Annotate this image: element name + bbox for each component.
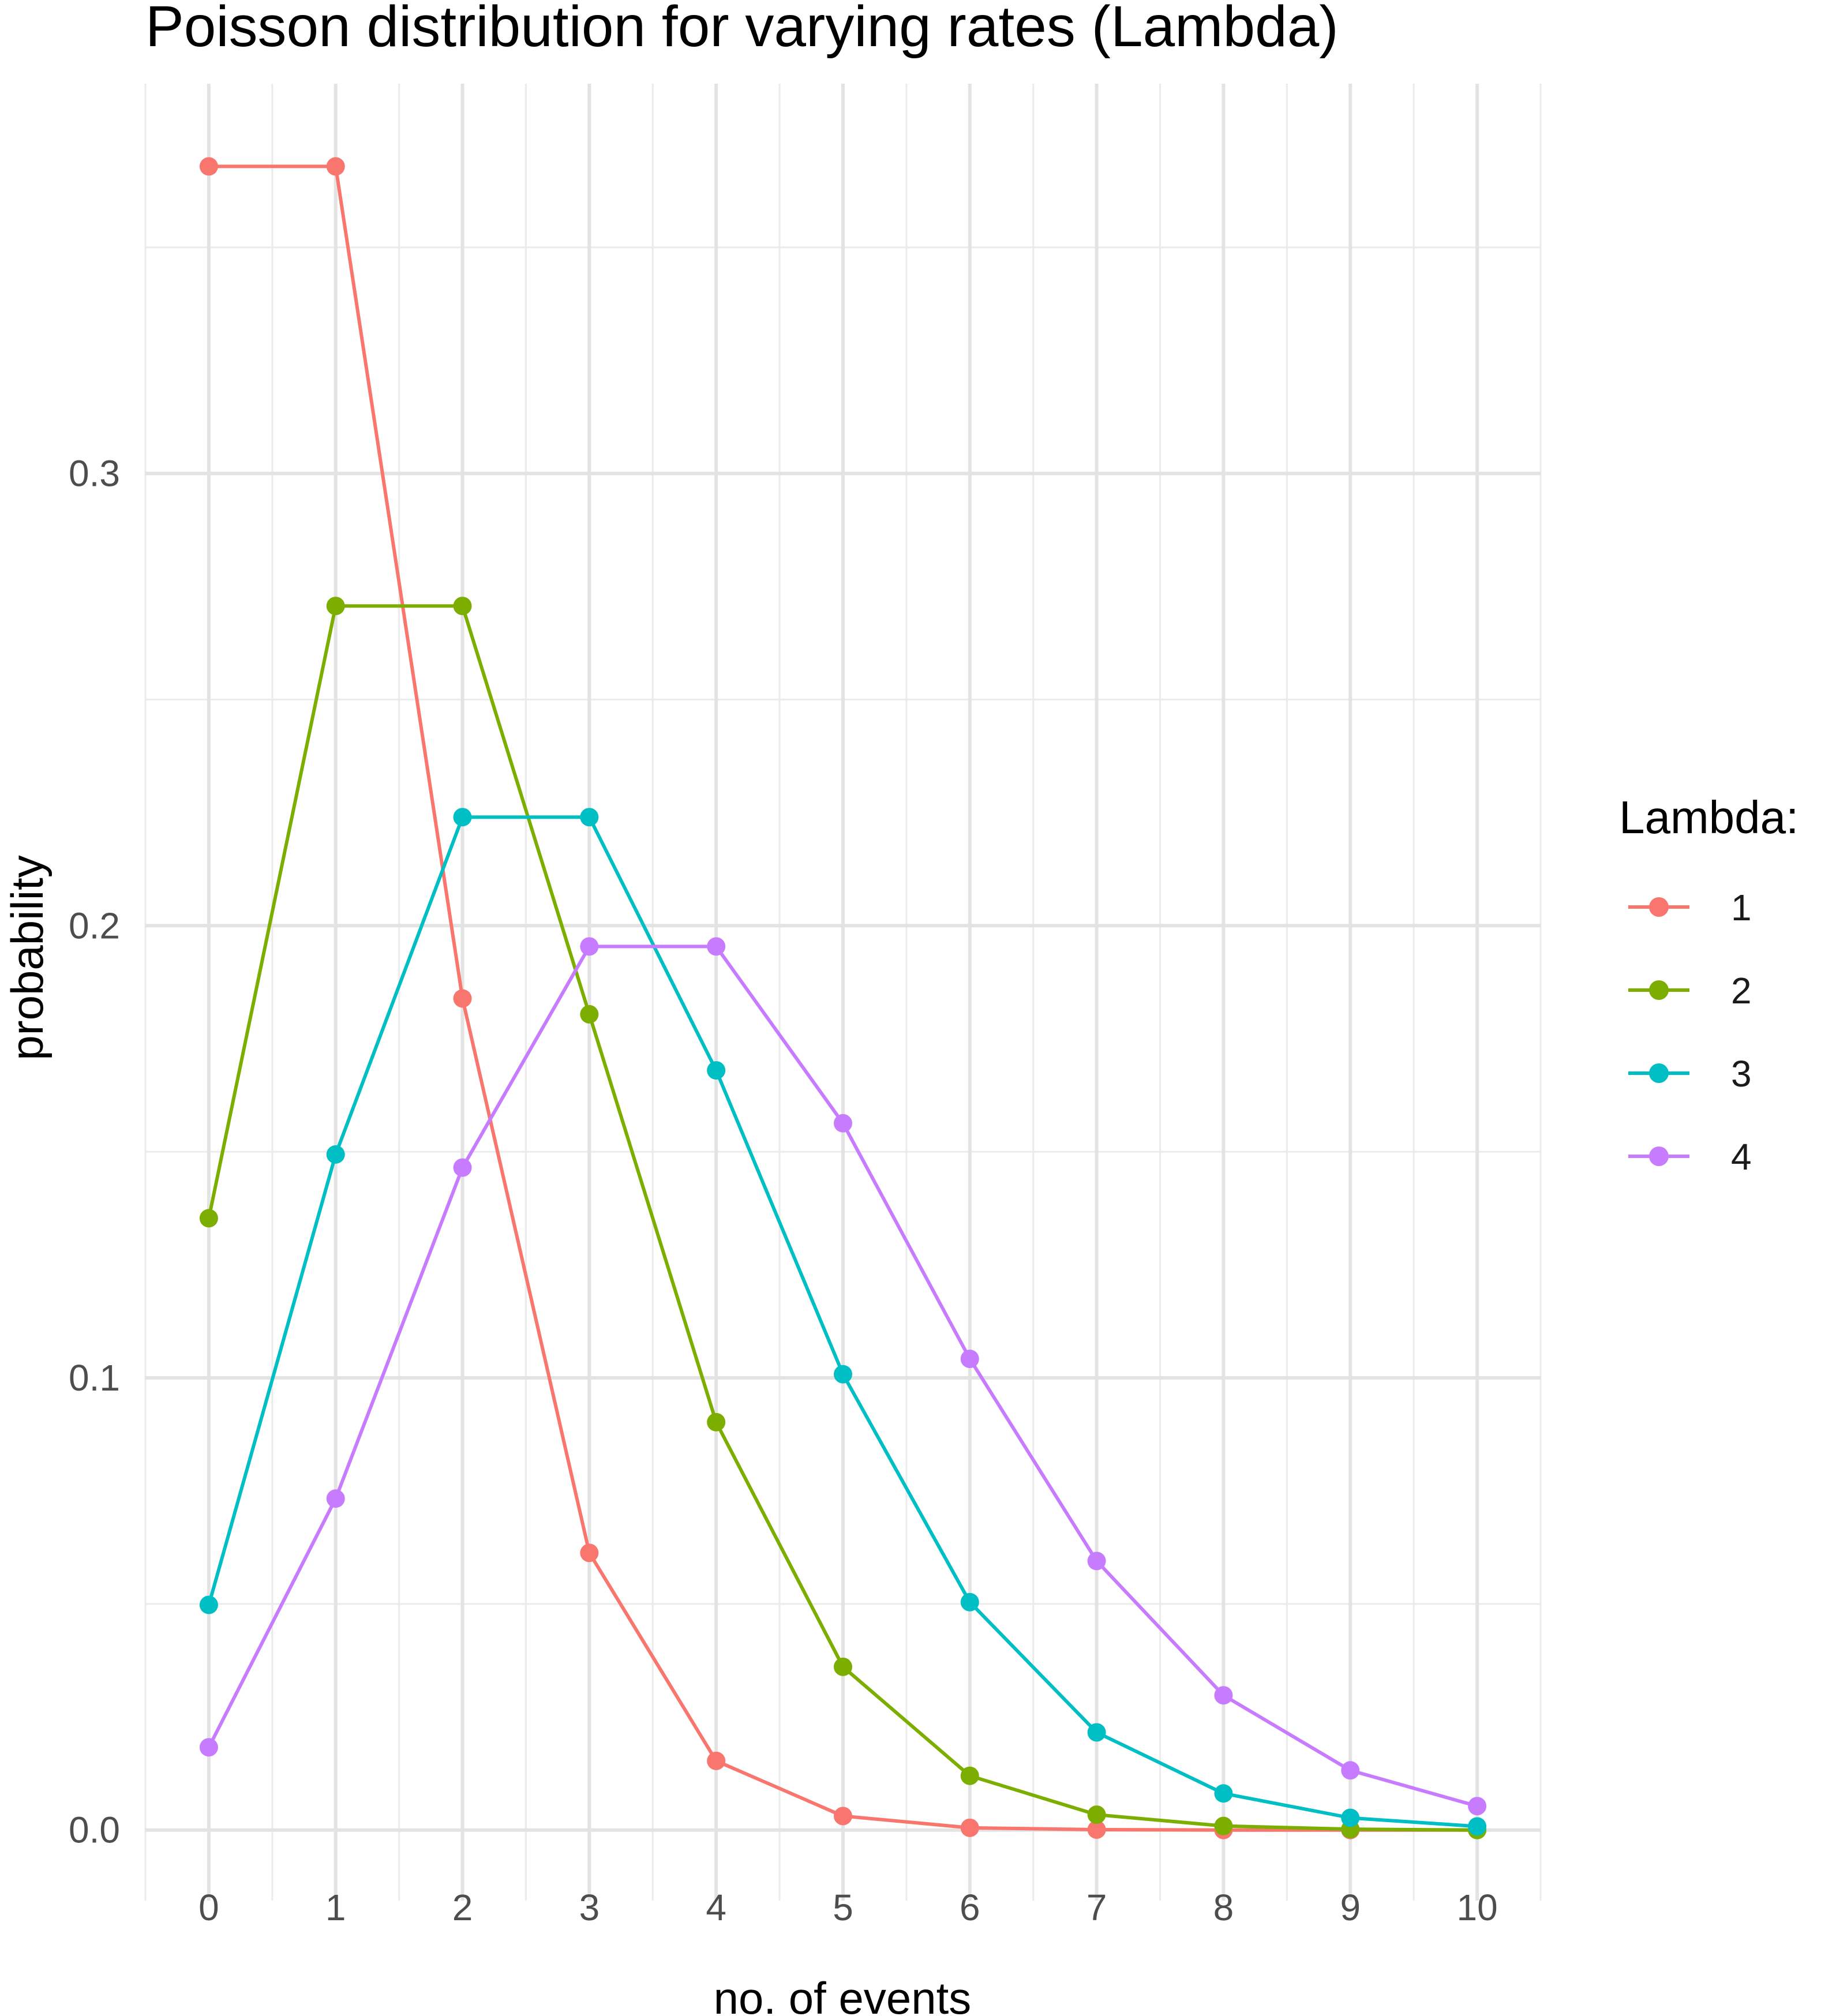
data-point <box>1087 1805 1106 1824</box>
series-layer <box>199 157 1487 1839</box>
data-point <box>199 1738 218 1757</box>
data-point <box>453 808 472 827</box>
data-point <box>580 1543 599 1562</box>
data-point <box>834 1657 852 1676</box>
data-point <box>960 1350 979 1369</box>
y-tick-label: 0.2 <box>69 905 120 946</box>
legend: Lambda: 1 2 3 4 <box>1619 792 1798 1178</box>
x-tick-label: 10 <box>1456 1887 1497 1928</box>
series-lambda-4 <box>199 937 1487 1816</box>
data-point <box>453 597 472 616</box>
data-point <box>326 597 345 616</box>
data-point <box>326 1145 345 1164</box>
x-tick-label: 1 <box>325 1887 346 1928</box>
x-tick-label: 6 <box>960 1887 980 1928</box>
data-point <box>834 1807 852 1826</box>
data-point <box>580 1005 599 1024</box>
legend-item: 2 <box>1628 970 1752 1011</box>
x-tick-labels: 0 1 2 3 4 5 6 7 8 9 10 <box>198 1887 1498 1928</box>
data-point <box>960 1592 979 1612</box>
data-point <box>199 157 218 176</box>
legend-label: 3 <box>1731 1053 1752 1095</box>
x-tick-label: 4 <box>706 1887 726 1928</box>
series-lambda-3 <box>199 808 1487 1836</box>
x-tick-label: 3 <box>579 1887 600 1928</box>
data-point <box>707 937 726 956</box>
legend-items: 1 2 3 4 <box>1628 887 1752 1178</box>
y-tick-labels: 0.0 0.1 0.2 0.3 <box>69 453 120 1851</box>
major-gridlines <box>145 84 1541 1901</box>
data-point <box>453 1158 472 1177</box>
x-tick-label: 8 <box>1213 1887 1234 1928</box>
data-point <box>580 808 599 827</box>
legend-key-point <box>1649 1146 1669 1166</box>
data-point <box>960 1818 979 1837</box>
x-tick-label: 9 <box>1340 1887 1361 1928</box>
data-point <box>1214 1816 1233 1835</box>
series-lambda-1 <box>199 157 1487 1839</box>
legend-key-point <box>1649 1063 1669 1083</box>
data-point <box>1087 1723 1106 1742</box>
data-point <box>1341 1808 1360 1827</box>
data-point <box>707 1061 726 1080</box>
legend-label: 2 <box>1731 970 1752 1011</box>
data-point <box>834 1365 852 1384</box>
data-point <box>326 157 345 176</box>
y-tick-label: 0.1 <box>69 1357 120 1399</box>
legend-item: 1 <box>1628 887 1752 928</box>
legend-label: 4 <box>1731 1136 1752 1178</box>
data-point <box>199 1209 218 1228</box>
data-point <box>326 1489 345 1508</box>
data-point <box>1468 1817 1487 1836</box>
data-point <box>707 1412 726 1432</box>
data-point <box>1214 1686 1233 1705</box>
x-tick-label: 5 <box>833 1887 853 1928</box>
legend-item: 3 <box>1628 1053 1752 1095</box>
x-axis-title: no. of events <box>714 1973 972 2016</box>
y-tick-label: 0.0 <box>69 1809 120 1851</box>
chart-title: Poisson distribution for varying rates (… <box>145 0 1339 59</box>
data-point <box>1214 1784 1233 1803</box>
data-point <box>199 1595 218 1614</box>
legend-label: 1 <box>1731 887 1752 928</box>
x-tick-label: 0 <box>198 1887 219 1928</box>
data-point <box>1468 1797 1487 1816</box>
legend-item: 4 <box>1628 1136 1752 1178</box>
data-point <box>453 989 472 1008</box>
x-tick-label: 7 <box>1086 1887 1107 1928</box>
legend-title: Lambda: <box>1619 792 1798 843</box>
data-point <box>1087 1552 1106 1571</box>
data-point <box>960 1766 979 1785</box>
data-point <box>580 937 599 956</box>
legend-key-point <box>1649 980 1669 1000</box>
y-axis-title: probability <box>2 855 53 1061</box>
legend-key-point <box>1649 897 1669 917</box>
x-tick-label: 2 <box>452 1887 473 1928</box>
data-point <box>834 1114 852 1133</box>
data-point <box>1087 1820 1106 1839</box>
data-point <box>707 1751 726 1770</box>
data-point <box>1341 1761 1360 1780</box>
y-tick-label: 0.3 <box>69 453 120 494</box>
